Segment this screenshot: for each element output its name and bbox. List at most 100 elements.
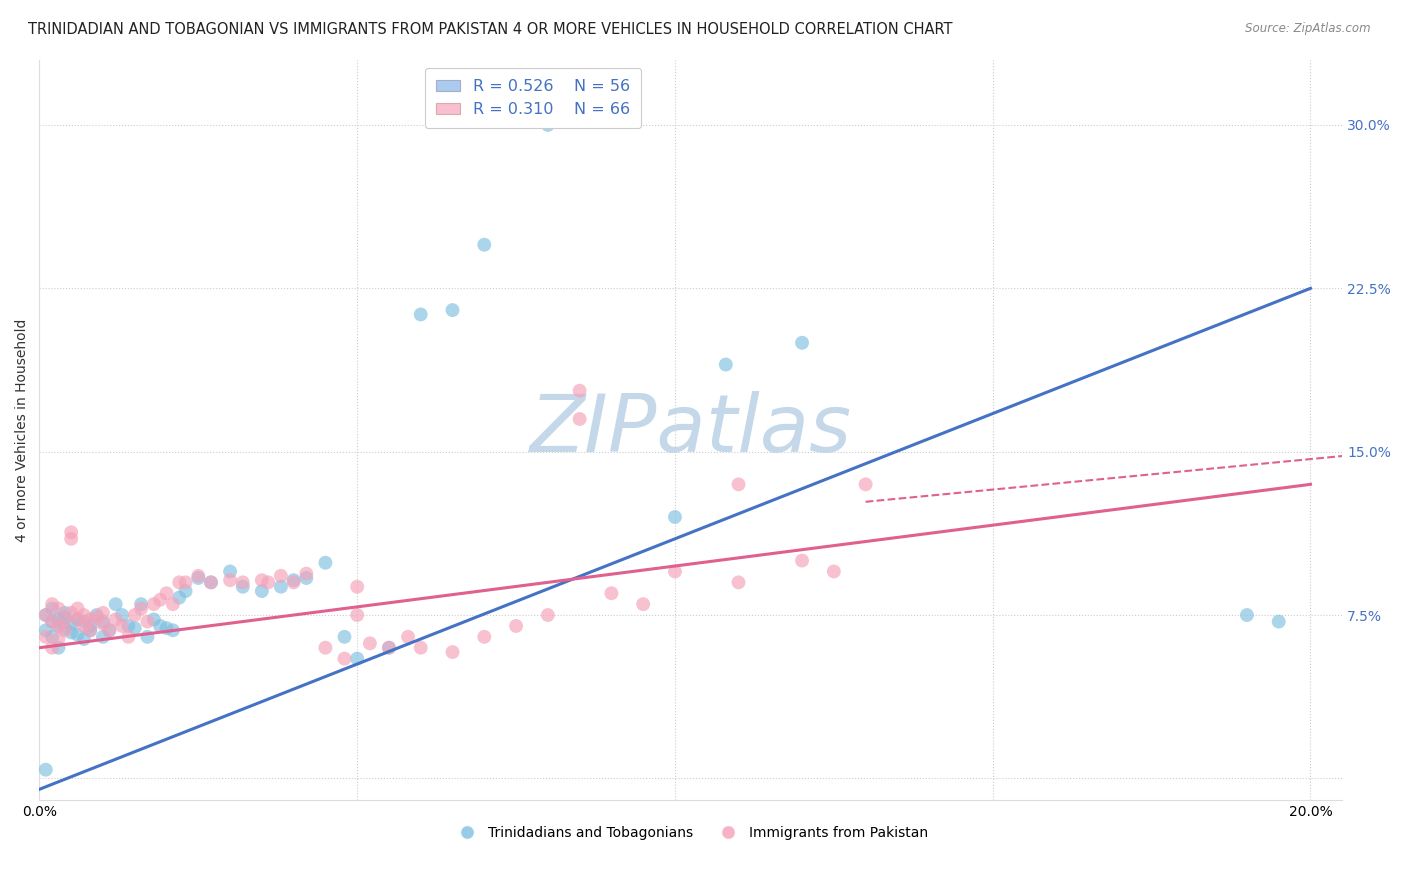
Point xyxy=(41,597,63,611)
Point xyxy=(359,636,381,650)
Point xyxy=(855,477,877,491)
Point xyxy=(270,580,292,594)
Point xyxy=(441,303,464,318)
Point xyxy=(346,651,368,665)
Point xyxy=(60,606,83,620)
Point xyxy=(155,621,177,635)
Text: ZIPatlas: ZIPatlas xyxy=(530,391,852,469)
Point xyxy=(283,573,305,587)
Point xyxy=(505,619,527,633)
Point xyxy=(472,237,495,252)
Point xyxy=(232,580,254,594)
Point xyxy=(79,624,101,638)
Point xyxy=(53,606,76,620)
Point xyxy=(73,608,96,623)
Point xyxy=(79,619,101,633)
Point xyxy=(333,630,356,644)
Y-axis label: 4 or more Vehicles in Household: 4 or more Vehicles in Household xyxy=(15,318,30,541)
Point xyxy=(48,619,70,633)
Point xyxy=(257,575,280,590)
Point xyxy=(283,575,305,590)
Point xyxy=(35,624,58,638)
Point xyxy=(174,575,197,590)
Point xyxy=(270,569,292,583)
Point xyxy=(568,384,591,398)
Point xyxy=(104,612,127,626)
Point xyxy=(124,621,146,635)
Point xyxy=(60,616,83,631)
Point xyxy=(91,616,114,631)
Point xyxy=(66,612,89,626)
Point xyxy=(98,624,121,638)
Point xyxy=(295,571,318,585)
Point xyxy=(60,625,83,640)
Point xyxy=(129,597,152,611)
Point xyxy=(149,592,172,607)
Point xyxy=(714,358,737,372)
Point xyxy=(117,630,139,644)
Point xyxy=(79,624,101,638)
Point xyxy=(35,630,58,644)
Point xyxy=(98,624,121,638)
Point xyxy=(41,630,63,644)
Point xyxy=(60,532,83,546)
Point xyxy=(664,510,686,524)
Point xyxy=(66,601,89,615)
Point xyxy=(35,608,58,623)
Point xyxy=(41,640,63,655)
Point xyxy=(155,586,177,600)
Point xyxy=(48,612,70,626)
Point xyxy=(73,615,96,629)
Point xyxy=(232,575,254,590)
Point xyxy=(53,612,76,626)
Point xyxy=(117,619,139,633)
Point xyxy=(472,630,495,644)
Point xyxy=(86,610,108,624)
Point xyxy=(790,553,813,567)
Point xyxy=(41,615,63,629)
Text: TRINIDADIAN AND TOBAGONIAN VS IMMIGRANTS FROM PAKISTAN 4 OR MORE VEHICLES IN HOU: TRINIDADIAN AND TOBAGONIAN VS IMMIGRANTS… xyxy=(28,22,953,37)
Point xyxy=(1267,615,1289,629)
Point xyxy=(167,575,190,590)
Point xyxy=(41,601,63,615)
Point xyxy=(631,597,654,611)
Point xyxy=(200,575,222,590)
Point xyxy=(53,624,76,638)
Point xyxy=(187,569,209,583)
Point xyxy=(250,584,273,599)
Point xyxy=(91,606,114,620)
Point xyxy=(66,627,89,641)
Point xyxy=(104,597,127,611)
Point xyxy=(73,632,96,646)
Point xyxy=(568,412,591,426)
Point xyxy=(409,640,432,655)
Point xyxy=(41,615,63,629)
Point xyxy=(295,566,318,581)
Point xyxy=(200,575,222,590)
Point xyxy=(396,630,419,644)
Point xyxy=(66,612,89,626)
Point xyxy=(48,632,70,646)
Point xyxy=(314,556,336,570)
Point xyxy=(790,335,813,350)
Point xyxy=(142,597,165,611)
Point xyxy=(346,580,368,594)
Point xyxy=(537,608,560,623)
Point xyxy=(73,619,96,633)
Point xyxy=(174,584,197,599)
Point xyxy=(91,630,114,644)
Point xyxy=(142,612,165,626)
Point xyxy=(600,586,623,600)
Point xyxy=(48,601,70,615)
Point xyxy=(91,615,114,629)
Point xyxy=(53,610,76,624)
Point xyxy=(167,591,190,605)
Point xyxy=(378,640,401,655)
Point xyxy=(823,565,845,579)
Point xyxy=(727,575,749,590)
Point xyxy=(129,601,152,615)
Point xyxy=(219,573,242,587)
Point xyxy=(537,118,560,132)
Point xyxy=(333,651,356,665)
Point xyxy=(1236,608,1258,623)
